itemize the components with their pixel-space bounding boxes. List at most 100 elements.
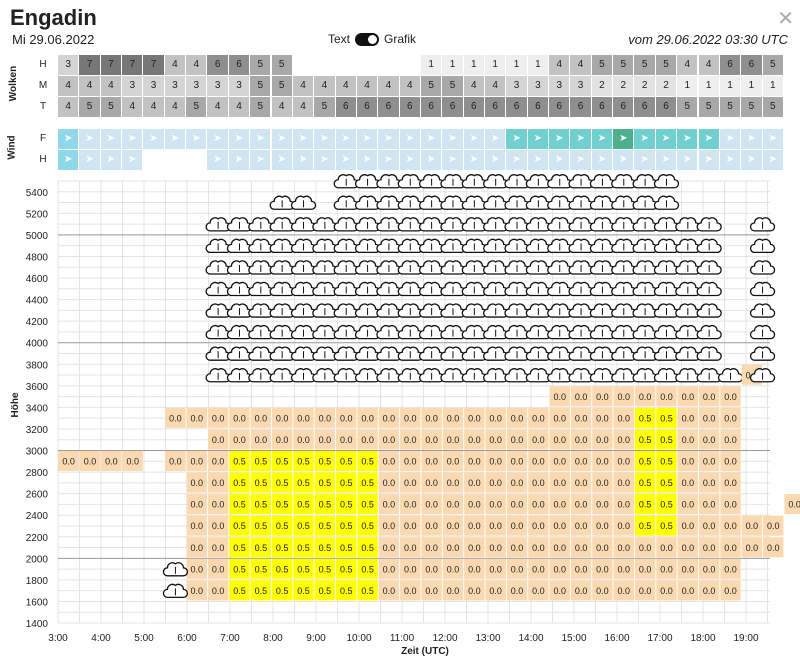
thermal-value: 0.5 [361, 564, 374, 574]
thermal-cell [357, 515, 378, 536]
thermal-value: 0.0 [425, 586, 438, 596]
wind-arrow-icon: ➤ [164, 129, 186, 149]
thermal-value: 0.5 [255, 521, 268, 531]
thermal-value: 0.0 [596, 413, 609, 423]
thermal-cell [442, 429, 464, 450]
thermal-value: 0.0 [511, 413, 524, 423]
cloud-cover-cell: 3 [228, 76, 250, 96]
cloud-cover-cell: 4 [271, 97, 292, 117]
thermal-cell [186, 558, 207, 579]
thermal-value: 0.0 [724, 435, 737, 445]
close-icon[interactable]: ✕ [777, 8, 794, 30]
thermal-cell [720, 558, 741, 579]
thermal-cell [506, 429, 528, 450]
thermal-value: 0.0 [169, 413, 182, 423]
y-tick-label: 5000 [26, 231, 49, 242]
thermal-value: 0.0 [596, 435, 609, 445]
thermal-value: 0.0 [489, 586, 502, 596]
wind-arrow-icon: ➤ [762, 150, 783, 170]
thermal-value: 0.0 [703, 586, 716, 596]
thermal-value: 0.0 [511, 586, 524, 596]
wind-arrow-icon: ➤ [228, 129, 250, 149]
thermal-value: 0.0 [703, 478, 716, 488]
y-tick-label: 4800 [26, 252, 49, 263]
thermal-value: 0.0 [468, 457, 481, 467]
date-label: Mi 29.06.2022 [12, 32, 95, 47]
wind-arrow-icon: ➤ [58, 129, 79, 149]
thermal-cell [378, 558, 400, 579]
view-toggle[interactable]: Text Grafik [328, 32, 416, 46]
thermal-cell [720, 429, 741, 450]
wind-arrow-icon: ➤ [122, 129, 143, 149]
wind-arrow-icon: ➤ [399, 129, 420, 149]
thermal-value: 0.0 [767, 521, 780, 531]
thermal-cell [506, 537, 528, 558]
thermal-cell [421, 451, 442, 472]
thermal-value: 0.5 [255, 586, 268, 596]
thermal-value: 0.0 [724, 392, 737, 402]
wind-arrow-icon: ➤ [506, 150, 527, 170]
wind-arrow-icon: ➤ [549, 129, 570, 149]
thermal-cell [293, 429, 314, 450]
run-info: vom 29.06.2022 03:30 UTC [628, 32, 788, 47]
cloud-cover-cell: 6 [591, 97, 613, 117]
thermal-value: 0.0 [575, 564, 588, 574]
thermal-value: 0.5 [233, 500, 246, 510]
thermal-cell [400, 558, 421, 579]
cloud-cover-cell: 4 [698, 55, 719, 75]
thermal-cell [634, 537, 656, 558]
wind-arrow-icon: ➤ [527, 150, 549, 170]
toggle-switch[interactable] [355, 32, 380, 46]
thermal-value: 0.0 [682, 457, 695, 467]
thermal-value: 0.0 [553, 392, 566, 402]
thermal-cell [442, 580, 464, 601]
thermal-cell [378, 407, 400, 428]
thermal-cell [250, 472, 271, 493]
cloud-cover-cell: 3 [570, 76, 591, 96]
thermal-cell [207, 580, 229, 601]
thermal-value: 0.0 [404, 586, 417, 596]
thermal-cell [400, 472, 421, 493]
cloud-cover-cell: 6 [228, 55, 250, 75]
wind-arrow-icon: ➤ [356, 150, 378, 170]
thermal-cell [634, 429, 656, 450]
thermal-value: 0.5 [276, 543, 289, 553]
thermal-value: 0.0 [383, 543, 396, 553]
thermal-cell [699, 515, 720, 536]
wind-arrow-icon: ➤ [100, 129, 122, 149]
thermal-cell [720, 537, 741, 558]
thermal-cell [677, 472, 698, 493]
wind-arrow-icon: ➤ [186, 129, 207, 149]
thermal-value: 0.0 [682, 564, 695, 574]
wind-arrow-icon: ➤ [79, 150, 100, 170]
cloud-cover-cell: 4 [335, 76, 356, 96]
y-tick-label: 4600 [26, 274, 49, 285]
thermal-value: 0.0 [404, 521, 417, 531]
wind-arrow-icon: ➤ [250, 150, 271, 170]
thermal-value: 0.0 [618, 543, 631, 553]
thermal-cell [229, 515, 250, 536]
thermal-cell [570, 472, 592, 493]
cloud-cover-cell: 5 [719, 97, 741, 117]
wind-arrow-icon: ➤ [485, 150, 506, 170]
thermal-cell [677, 515, 698, 536]
thermal-cell [229, 537, 250, 558]
thermal-value: 0.5 [639, 457, 652, 467]
thermal-cell [186, 580, 207, 601]
cloud-cover-cell [399, 55, 420, 75]
thermal-value: 0.5 [233, 478, 246, 488]
thermal-cell [485, 537, 506, 558]
thermal-cell [442, 472, 464, 493]
thermal-cell [699, 494, 720, 515]
thermal-value: 0.0 [191, 413, 204, 423]
thermal-value: 0.5 [660, 500, 673, 510]
cloud-cover-cell: 6 [335, 97, 356, 117]
thermal-value: 0.0 [276, 435, 289, 445]
thermal-value: 0.0 [618, 457, 631, 467]
thermal-value: 0.0 [618, 392, 631, 402]
thermal-cell [250, 451, 271, 472]
thermal-cell [528, 429, 549, 450]
thermal-value: 0.0 [212, 564, 225, 574]
thermal-value: 0.0 [532, 543, 545, 553]
thermal-value: 0.5 [361, 586, 374, 596]
